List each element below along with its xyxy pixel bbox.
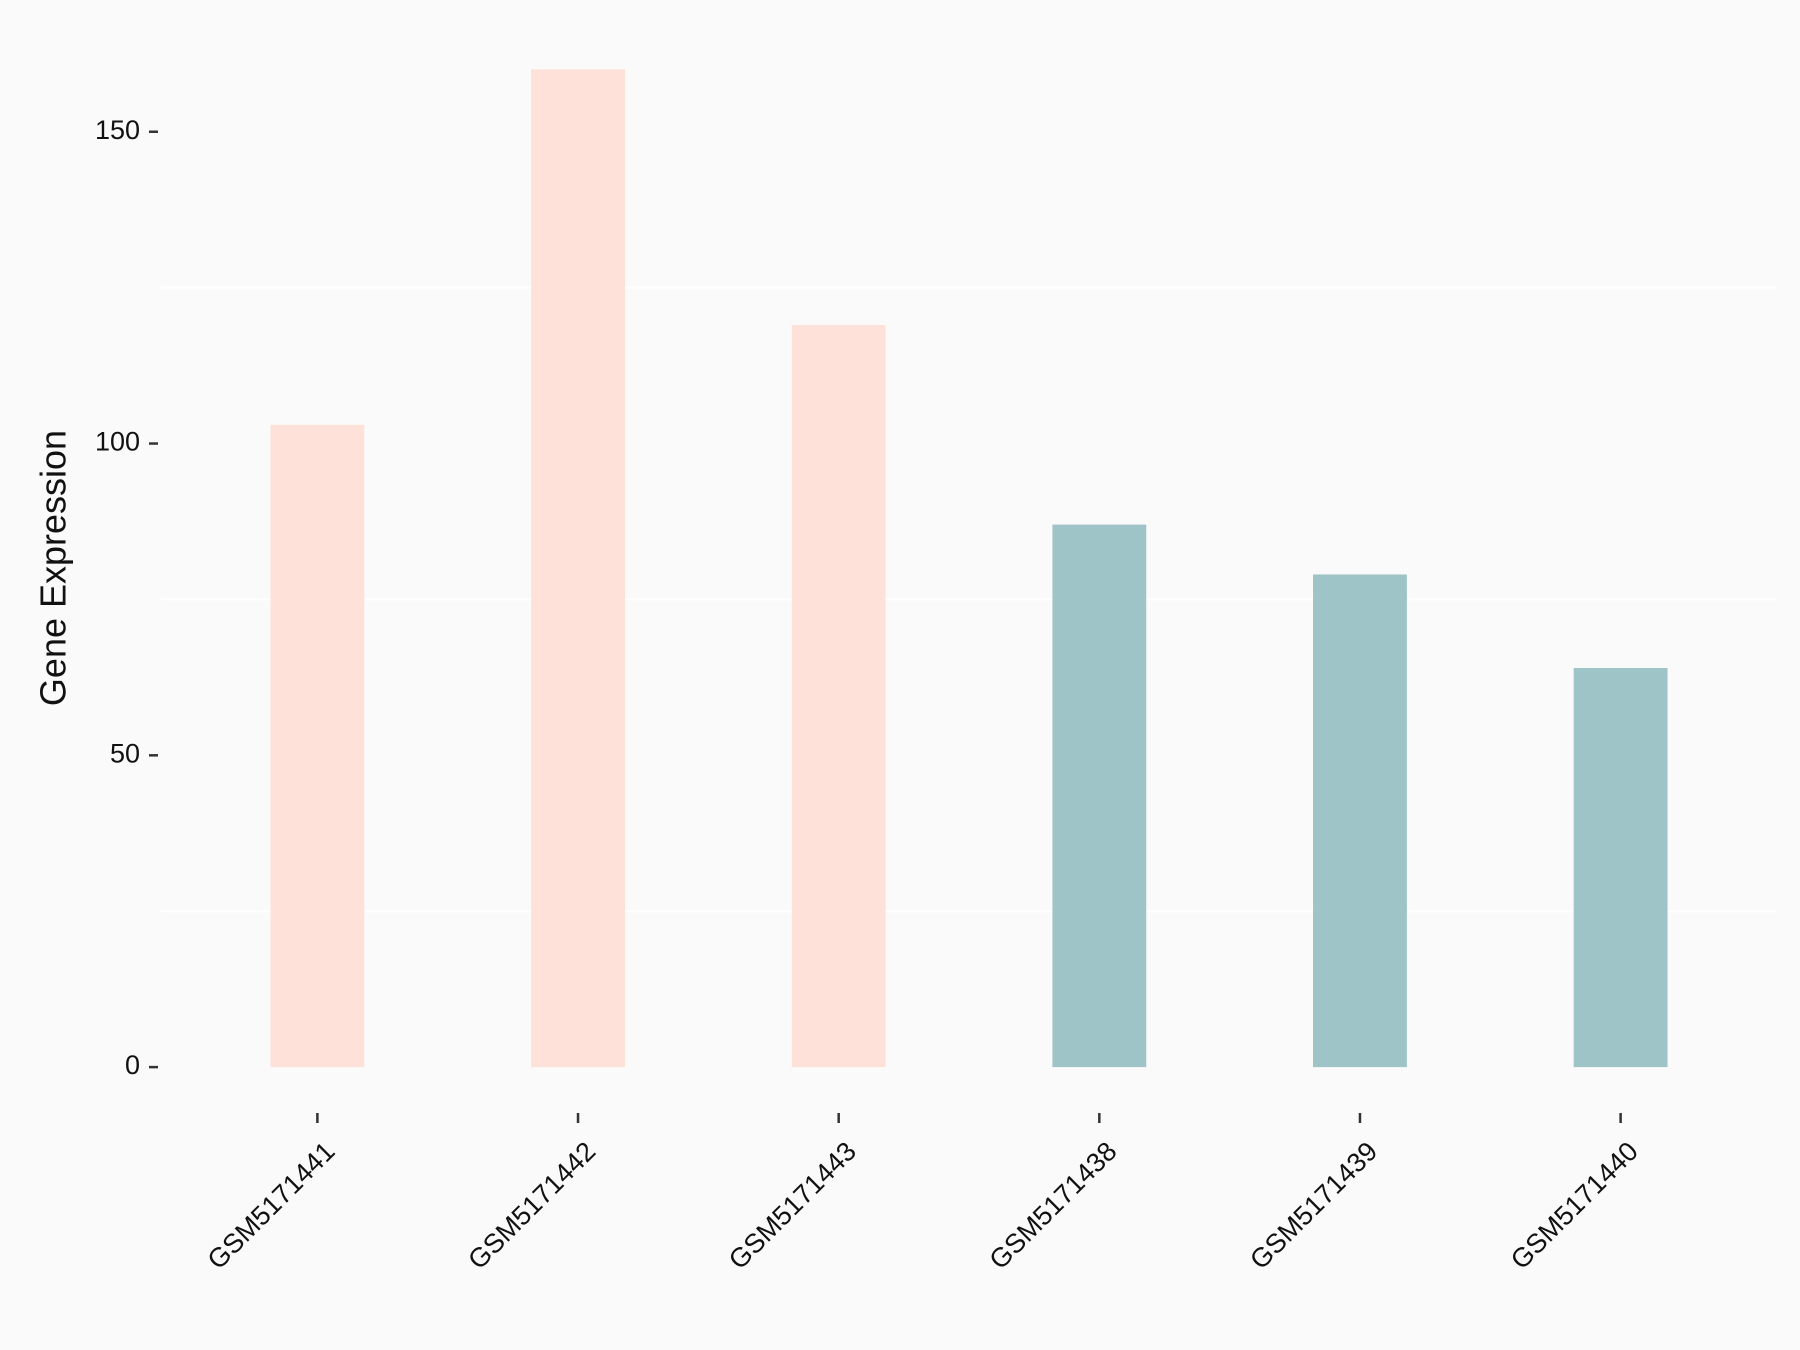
bar [270, 424, 365, 1068]
y-tick-label: 0 [125, 1050, 140, 1080]
bar [1052, 524, 1147, 1068]
y-tick-label: 150 [95, 115, 140, 145]
bar [791, 325, 886, 1068]
bar [1313, 574, 1407, 1068]
y-tick-label: 50 [110, 738, 140, 768]
y-axis-title: Gene Expression [33, 430, 74, 706]
bar [531, 69, 625, 1068]
y-tick-label: 100 [95, 427, 140, 457]
bar [1573, 668, 1668, 1068]
